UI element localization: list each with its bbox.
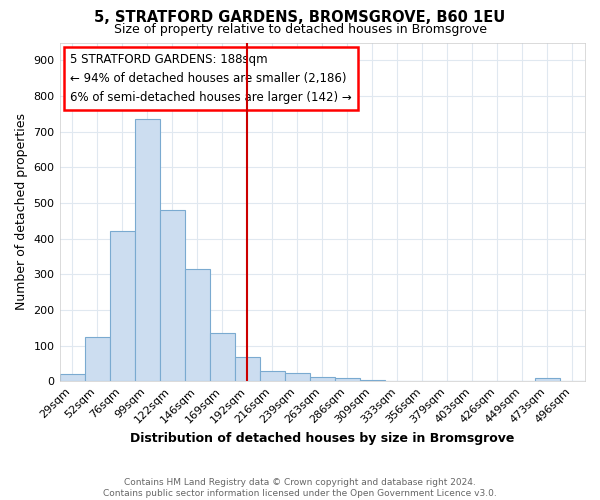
Text: 5 STRATFORD GARDENS: 188sqm
← 94% of detached houses are smaller (2,186)
6% of s: 5 STRATFORD GARDENS: 188sqm ← 94% of det… <box>70 52 352 104</box>
Bar <box>535 378 560 381</box>
Bar <box>134 119 160 381</box>
X-axis label: Distribution of detached houses by size in Bromsgrove: Distribution of detached houses by size … <box>130 432 514 445</box>
Bar <box>335 378 360 381</box>
Bar <box>360 380 385 381</box>
Bar <box>85 336 110 381</box>
Bar <box>209 333 235 381</box>
Y-axis label: Number of detached properties: Number of detached properties <box>15 114 28 310</box>
Bar <box>59 374 85 381</box>
Bar <box>310 376 335 381</box>
Bar <box>110 232 134 381</box>
Bar <box>285 374 310 381</box>
Bar <box>260 370 285 381</box>
Text: Size of property relative to detached houses in Bromsgrove: Size of property relative to detached ho… <box>113 22 487 36</box>
Bar <box>160 210 185 381</box>
Text: Contains HM Land Registry data © Crown copyright and database right 2024.
Contai: Contains HM Land Registry data © Crown c… <box>103 478 497 498</box>
Text: 5, STRATFORD GARDENS, BROMSGROVE, B60 1EU: 5, STRATFORD GARDENS, BROMSGROVE, B60 1E… <box>94 10 506 25</box>
Bar <box>235 357 260 381</box>
Bar <box>185 269 209 381</box>
